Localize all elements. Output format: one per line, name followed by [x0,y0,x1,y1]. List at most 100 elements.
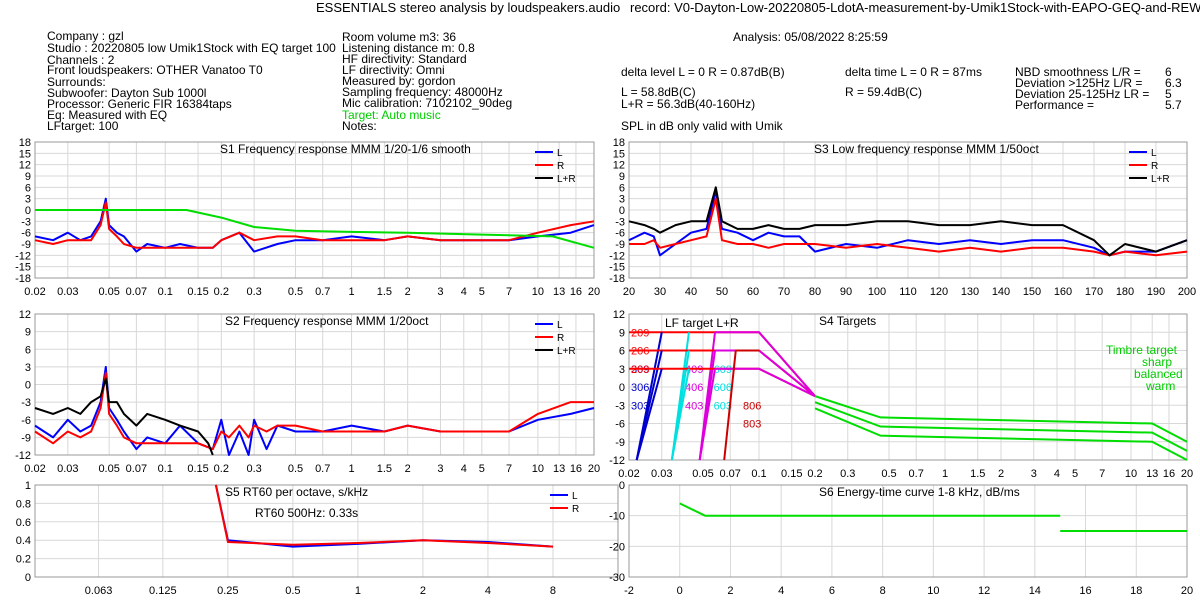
x-tick-label: 0.07 [126,286,147,298]
x-tick-label: 4 [461,463,467,475]
target-label-red: 209 [631,327,649,339]
x-tick-label: 1 [355,585,361,597]
chart-s5: 1 0.8 0.6 0.4 0.2 0 0.063 0.125 0.25 0.5 1 2 4 8 S5 RT… [16,480,619,597]
target-label-red: 203 [631,364,649,376]
lf-target-title: LF target L+R [665,316,739,330]
y-tick-label: 9 [25,327,31,339]
legend-label: L [572,491,578,502]
dev125-label: Deviation >125Hz L/R = [1015,76,1143,90]
x-tick-label: 0.7 [315,286,330,298]
y-tick-label: -6 [615,228,625,240]
timbre-target-line [814,395,1188,443]
series-L [34,365,595,456]
info-mic-cal: Mic calibration: 7102102_90deg [342,96,513,110]
chart-title: S6 Energy-time curve 1-8 kHz, dB/ms [819,485,1020,499]
x-tick-label: 0.25 [217,585,238,597]
y-tick-label: 0.2 [16,554,31,566]
y-tick-label: 0 [619,205,625,217]
x-tick-label: 4 [461,286,467,298]
x-tick-label: 2 [727,585,733,597]
chart-title: S3 Low frequency response MMM 1/50oct [814,142,1039,156]
plot-frame [628,141,1188,279]
y-tick-label: 9 [25,171,31,183]
series-target [679,502,1061,517]
x-tick-label: 0.2 [214,463,229,475]
legend-label: L+R [557,174,576,185]
y-tick-label: 12 [19,309,31,321]
info-sampling: Sampling frequency: 48000Hz [342,85,503,99]
y-tick-label: 6 [619,182,625,194]
x-tick-label: 0.05 [98,463,119,475]
legend-label: L [1151,148,1157,159]
x-tick-label: 16 [570,463,582,475]
y-tick-label: 0 [619,480,625,492]
y-tick-label: 6 [25,182,31,194]
x-tick-label: 100 [868,286,886,298]
x-tick-label: 0.7 [315,463,330,475]
info-lf-directivity: LF directivity: Omni [342,63,445,77]
x-tick-label: 7 [506,463,512,475]
x-tick-label: 160 [1054,286,1072,298]
legend-label: L+R [557,346,576,357]
target-magenta-plateau [715,331,816,397]
x-tick-label: 10 [532,286,544,298]
info-room-volume: Room volume m3: 36 [342,30,457,44]
target-label-navy: 306 [631,382,649,394]
series-L+R [34,377,214,456]
delta-time: delta time L = 0 R = 87ms [845,65,982,79]
level-l: L = 58.8dB(C) [621,85,696,99]
chart-title: S5 RT60 per octave, s/kHz [225,485,368,499]
info-lftarget: LFtarget: 100 [47,119,119,133]
x-tick-label: 0.5 [881,468,896,480]
rt60-annotation: RT60 500Hz: 0.33s [255,506,358,520]
y-tick-label: -15 [15,262,31,274]
target-label-cyan: 606 [714,382,732,394]
y-tick-label: -9 [615,239,625,251]
dev125-value: 6.3 [1165,76,1182,90]
plot-frame [34,313,595,456]
x-tick-label: 4 [1054,468,1060,480]
y-tick-label: -18 [15,273,31,285]
legend-label: L [557,148,563,159]
x-tick-label: 1.5 [377,286,392,298]
y-tick-label: -18 [609,273,625,285]
series-target [35,209,595,249]
x-tick-label: 1.5 [970,468,985,480]
level-r: R = 59.4dB(C) [845,85,923,99]
y-tick-label: -9 [21,432,31,444]
info-hf-directivity: HF directivity: Standard [342,52,467,66]
x-tick-label: 20 [588,463,600,475]
y-tick-label: -3 [21,397,31,409]
x-tick-label: 5 [479,286,485,298]
timbre-title: Timbre target [1106,343,1178,357]
nbd-value: 6 [1165,65,1172,79]
target-label-navy: 303 [631,400,649,412]
y-tick-label: -3 [615,216,625,228]
x-tick-label: 4 [778,585,784,597]
x-tick-label: 0.05 [692,468,713,480]
legend-label: R [1151,161,1158,172]
x-tick-label: 0 [677,585,683,597]
y-tick-label: -12 [609,250,625,262]
dev25-label: Deviation 25-125Hz LR = [1015,87,1150,101]
x-tick-label: 0.3 [246,463,261,475]
timbre-warm: warm [1145,379,1175,393]
x-tick-label: 0.03 [57,286,78,298]
report-title: ESSENTIALS stereo analysis by loudspeake… [316,0,621,15]
x-tick-label: 0.15 [781,468,802,480]
y-tick-label: 0 [25,205,31,217]
x-tick-label: 70 [778,286,790,298]
x-tick-label: 13 [1146,468,1158,480]
info-processor: Processor: Generic FIR 16384taps [47,97,232,111]
x-tick-label: 200 [1178,286,1196,298]
x-tick-label: 40 [685,286,697,298]
x-tick-label: 20 [623,286,635,298]
y-tick-label: 18 [613,137,625,149]
x-tick-label: 90 [840,286,852,298]
